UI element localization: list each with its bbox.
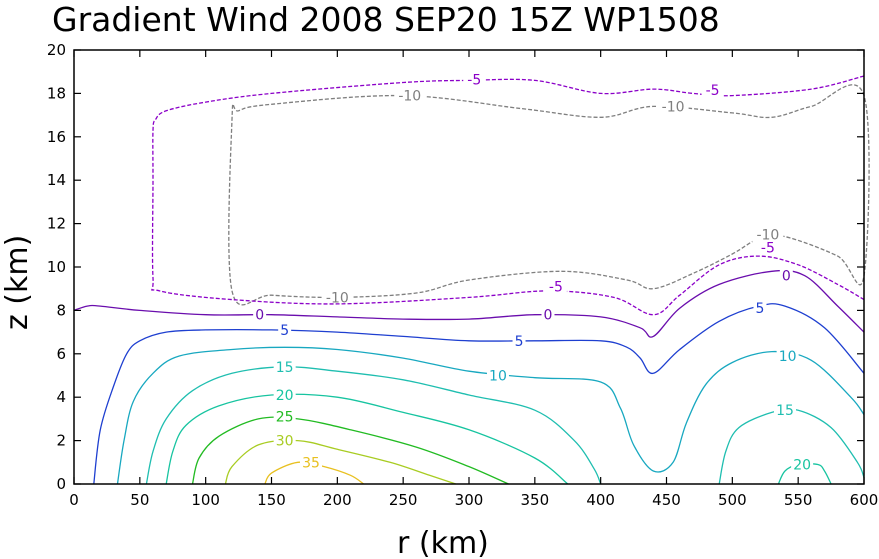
contour-label-bg — [779, 267, 793, 284]
contour-label-bg — [776, 347, 799, 364]
contour-line — [165, 393, 569, 485]
contour-label: 10 — [779, 349, 797, 365]
contour-label-bg — [774, 402, 796, 419]
x-tick-label: 350 — [521, 491, 550, 509]
contour-0: 0 0 0 — [73, 267, 865, 338]
contour-10: 10 10 — [116, 346, 865, 485]
contour-label-bg — [278, 321, 292, 338]
y-tick-label: 10 — [47, 258, 66, 276]
contour-label-bg — [701, 82, 724, 99]
y-tick-label: 20 — [47, 41, 66, 59]
contour-label-bg — [541, 306, 555, 323]
x-tick-label: 500 — [718, 491, 747, 509]
y-tick-label: 8 — [56, 301, 66, 319]
contours-layer: -10-10-10-10-5-5-5-50 0055510101515202025… — [73, 71, 870, 485]
y-tick-label: 6 — [56, 345, 66, 363]
contour-20: 20 — [165, 387, 569, 485]
chart-title: Gradient Wind 2008 SEP20 15Z WP1508 — [52, 0, 720, 39]
y-axis-label: z (km) — [0, 235, 35, 330]
x-tick-label: 550 — [784, 491, 813, 509]
contour-label: -5 — [706, 83, 720, 99]
contour-25: 25 — [191, 408, 509, 485]
x-tick-label: 400 — [586, 491, 615, 509]
contour-label: 5 — [756, 301, 765, 317]
contour-label: 0 — [782, 269, 791, 285]
contour-5: 5 5 5 — [93, 300, 865, 485]
contour-20: 20 — [777, 456, 832, 485]
contour-label: -10 — [662, 99, 685, 115]
contour-30: 30 — [224, 432, 456, 485]
x-tick-label: 250 — [389, 491, 418, 509]
contour-label: -5 — [761, 240, 775, 256]
contour-label-bg — [791, 456, 814, 473]
contour-label: -5 — [467, 72, 481, 88]
contour-label: 25 — [276, 410, 294, 426]
contour-label: 35 — [302, 455, 320, 471]
y-tick-label: 16 — [47, 128, 66, 146]
contour-label: -10 — [398, 89, 421, 105]
contour-label-bg — [463, 71, 486, 88]
ticks-layer: 0 50 100 150 200 250 300 350 400 450 500 550 6000246… — [47, 41, 878, 509]
contour-15: 15 — [718, 402, 865, 485]
contour-15: 15 — [145, 358, 602, 485]
x-tick-label: 50 — [130, 491, 149, 509]
contour-label: 0 — [544, 308, 553, 324]
x-tick-label: 150 — [257, 491, 286, 509]
contour-label: 30 — [276, 434, 294, 450]
y-tick-label: 0 — [56, 475, 66, 493]
contour-label-bg — [657, 98, 689, 115]
contour-label-bg — [273, 408, 296, 425]
contour-label-bg — [544, 278, 567, 295]
contour-line — [145, 366, 602, 485]
contour-label: -10 — [326, 290, 349, 306]
y-tick-label: 2 — [56, 432, 66, 450]
contour-label-bg — [512, 332, 526, 349]
contour-label: 10 — [489, 369, 507, 385]
contour-label-bg — [394, 87, 426, 104]
contour-label-bg — [321, 289, 353, 306]
contour-label: 5 — [515, 334, 524, 350]
contour-label: 20 — [276, 388, 294, 404]
x-axis-label: r (km) — [397, 526, 489, 559]
contour-label-bg — [273, 358, 296, 375]
contour--10: -10 -10 -10 -10 — [228, 84, 870, 306]
contour-label-bg — [253, 306, 267, 323]
contour-label-bg — [273, 387, 296, 404]
contour-line — [116, 346, 865, 485]
contour-line — [228, 84, 870, 306]
contour-label: 20 — [793, 457, 811, 473]
x-tick-label: 0 — [69, 491, 79, 509]
y-tick-label: 14 — [47, 171, 66, 189]
x-tick-label: 450 — [652, 491, 681, 509]
contour--5: -5 -5 -5 -5 — [151, 71, 865, 316]
y-tick-label: 12 — [47, 215, 66, 233]
contour-label: -10 — [756, 227, 779, 243]
x-tick-label: 300 — [455, 491, 484, 509]
x-tick-label: 200 — [323, 491, 352, 509]
contour-label-bg — [486, 367, 509, 384]
contour-line — [93, 303, 865, 485]
contour-line — [191, 416, 509, 485]
contour-label-bg — [753, 300, 767, 317]
y-tick-label: 4 — [56, 388, 66, 406]
contour-line — [151, 75, 865, 316]
contour-label: 5 — [280, 323, 289, 339]
x-tick-label: 100 — [191, 491, 220, 509]
y-tick-label: 18 — [47, 84, 66, 102]
contour-line — [73, 269, 865, 338]
contour-35: 35 — [264, 454, 365, 485]
x-tick-label: 600 — [850, 491, 879, 509]
contour-label-bg — [756, 239, 779, 256]
contour-label-bg — [273, 432, 296, 449]
contour-label: -5 — [549, 280, 563, 296]
contour-label: 15 — [276, 360, 294, 376]
contour-label-bg — [752, 226, 784, 243]
contour-label: 0 — [255, 308, 264, 324]
contour-line — [224, 439, 456, 485]
contour-label-bg — [300, 454, 322, 471]
contour-line — [718, 408, 865, 485]
contour-label: 15 — [776, 403, 794, 419]
